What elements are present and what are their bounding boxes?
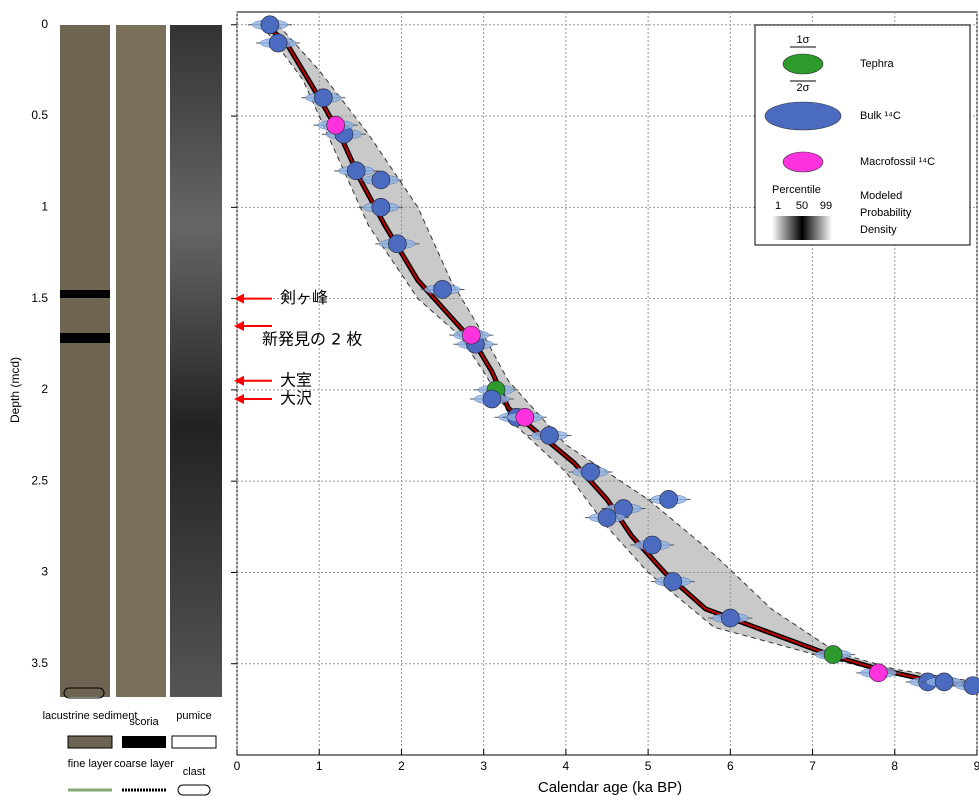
arrow-head <box>234 293 244 304</box>
arrow-head <box>234 375 244 386</box>
arrow-head <box>234 394 244 405</box>
date-marker <box>540 426 559 445</box>
y-tick-label: 1.5 <box>31 291 48 305</box>
arrow-head <box>234 320 244 331</box>
y-tick-label: 2.5 <box>31 473 48 487</box>
date-marker <box>371 198 391 217</box>
x-tick-label: 9 <box>974 759 979 773</box>
x-tick-label: 5 <box>645 759 652 773</box>
x-tick-label: 2 <box>398 759 405 773</box>
date-marker <box>597 508 617 527</box>
swatch <box>177 784 211 796</box>
legend-percentile-tick: 1 <box>775 200 781 212</box>
annotation-text: 大沢 <box>280 389 312 408</box>
core-label: pumice <box>176 710 211 722</box>
date-marker <box>721 608 740 628</box>
x-tick-label: 8 <box>891 759 898 773</box>
date-marker <box>581 462 600 482</box>
date-marker <box>314 88 333 108</box>
legend-sigma: 2σ <box>797 82 810 94</box>
core-label: scoria <box>129 716 159 728</box>
legend-swatch <box>764 101 842 131</box>
core-ct <box>170 25 222 697</box>
y-tick-label: 0 <box>41 17 48 31</box>
legend-label: Bulk ¹⁴C <box>860 110 901 122</box>
date-marker <box>934 672 954 692</box>
annotation-text: 剣ヶ峰 <box>280 288 328 307</box>
date-marker <box>268 33 288 53</box>
date-marker <box>371 170 391 190</box>
core-legend: lacustrine sediment scoria pumice fine l… <box>43 710 217 796</box>
date-marker <box>326 115 345 135</box>
legend-sigma: 1σ <box>797 34 810 46</box>
clast <box>63 687 105 699</box>
envelope-line <box>277 24 978 683</box>
x-tick-label: 3 <box>480 759 487 773</box>
date-marker <box>388 234 407 254</box>
x-tick-label: 4 <box>563 759 570 773</box>
date-marker <box>346 161 366 181</box>
core-label: lacustrine sediment <box>43 710 138 722</box>
legend-swatch <box>782 53 824 75</box>
swatch <box>122 736 166 748</box>
scoria-layer <box>60 290 110 298</box>
annotation-text: 新発見の 2 枚 <box>262 329 362 348</box>
legend: 1σ 2σ Tephra Bulk ¹⁴C Macrofossil ¹⁴C Percent… <box>754 24 971 246</box>
y-tick-label: 1 <box>41 200 48 214</box>
plot-frame <box>236 11 978 756</box>
legend-percentile-tick: 50 <box>796 200 808 212</box>
core-label: coarse layer <box>114 758 174 770</box>
core-label: fine layer <box>68 758 113 770</box>
legend-label: Macrofossil ¹⁴C <box>860 156 935 168</box>
scoria-layer <box>60 333 110 343</box>
date-marker <box>823 645 843 664</box>
date-marker <box>869 663 888 683</box>
density-band <box>261 24 978 686</box>
legend-density: Density <box>860 224 897 236</box>
y-tick-label: 3.5 <box>31 656 48 670</box>
legend-percentile-tick: 99 <box>820 200 832 212</box>
legend-density: Modeled <box>860 190 902 202</box>
date-marker <box>433 280 452 299</box>
y-tick-label: 0.5 <box>31 108 48 122</box>
date-marker <box>642 535 662 555</box>
x-tick-label: 7 <box>809 759 816 773</box>
legend-label: Tephra <box>860 58 895 70</box>
core-label: clast <box>183 766 206 778</box>
date-marker <box>515 407 535 427</box>
legend-density: Probability <box>860 207 912 219</box>
date-marker <box>659 490 678 509</box>
date-marker <box>663 572 683 591</box>
core-images <box>60 25 222 699</box>
annotation-text: 大室 <box>280 370 312 389</box>
date-marker <box>462 325 481 345</box>
y-axis-title: Depth (mcd) <box>8 357 22 423</box>
legend-gradient <box>772 216 832 240</box>
legend-percentile: Percentile <box>772 184 821 196</box>
x-tick-label: 6 <box>727 759 734 773</box>
core-photo <box>116 25 166 697</box>
date-marker <box>260 15 280 35</box>
core-lacustrine <box>60 25 110 697</box>
date-marker <box>482 389 502 409</box>
swatch <box>171 735 217 749</box>
x-tick-label: 1 <box>316 759 323 773</box>
date-marker <box>963 676 979 695</box>
legend-swatch <box>782 151 824 173</box>
x-tick-label: 0 <box>234 759 241 773</box>
y-tick-label: 3 <box>41 565 48 579</box>
swatch <box>67 735 113 749</box>
y-tick-label: 2 <box>41 382 48 396</box>
x-axis-title: Calendar age (ka BP) <box>538 779 682 796</box>
